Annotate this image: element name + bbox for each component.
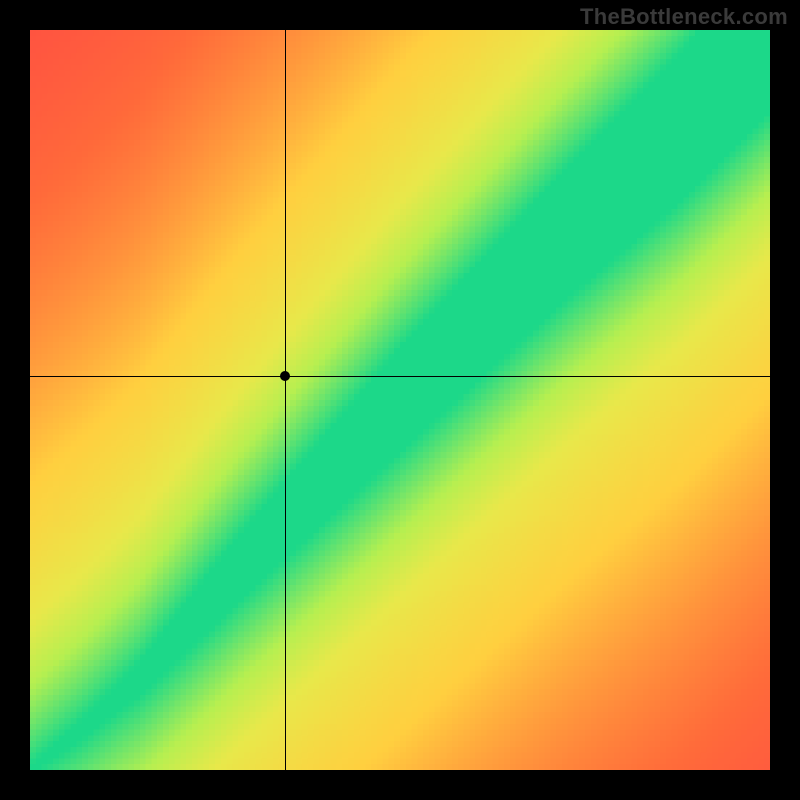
chart-container: TheBottleneck.com	[0, 0, 800, 800]
heatmap-canvas	[30, 30, 770, 770]
watermark-text: TheBottleneck.com	[580, 4, 788, 30]
crosshair-horizontal	[30, 376, 770, 377]
crosshair-marker	[280, 371, 290, 381]
crosshair-vertical	[285, 30, 286, 770]
